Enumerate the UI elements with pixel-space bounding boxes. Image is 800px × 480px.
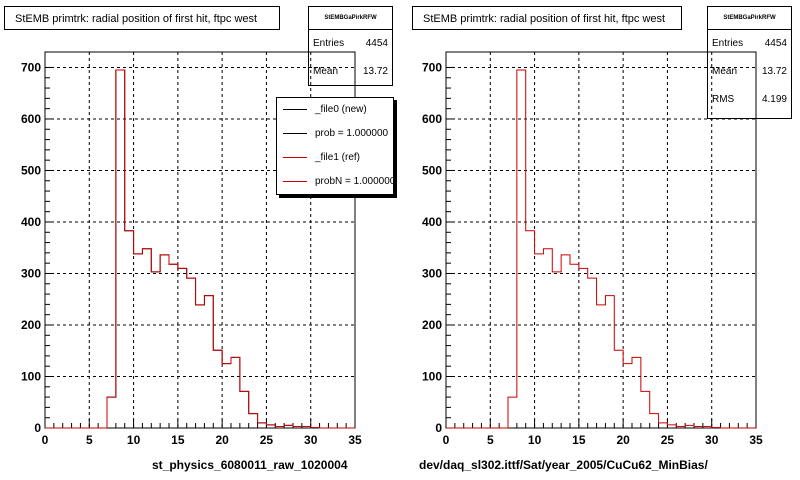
panel-2-y-tick-label: 500 xyxy=(422,163,442,177)
panel-1-y-tick-label: 200 xyxy=(21,318,41,332)
panel-1-y-tick-label: 0 xyxy=(34,421,41,435)
panel-2-y-tick-label: 200 xyxy=(422,318,442,332)
panel-1-y-tick-label: 700 xyxy=(21,60,41,74)
panel-1-legend: _file0 (new) prob = 1.000000 _file1 (ref… xyxy=(276,97,394,195)
panel-2-stats-name: StEMBGaPirkRFW xyxy=(708,7,791,30)
panel-1-stats-name: StEMBGaPirkRFW xyxy=(309,7,392,30)
panel-1-stats-row: Mean 13.72 xyxy=(309,58,392,86)
stats-value: 13.72 xyxy=(362,66,388,77)
stats-value: 4454 xyxy=(764,38,787,49)
legend-label: prob = 1.000000 xyxy=(315,128,389,139)
stats-value: 4.199 xyxy=(761,94,787,105)
panel-1-x-tick-label: 25 xyxy=(260,433,274,447)
panel-1-x-tick-label: 15 xyxy=(171,433,185,447)
stats-label: Entries xyxy=(313,38,345,49)
panel-1-x-tick-label: 0 xyxy=(42,433,49,447)
panel-2-y-tick-label: 700 xyxy=(422,60,442,74)
legend-swatch xyxy=(283,181,307,182)
panel-1-stats-box: StEMBGaPirkRFW Entries 4454 Mean 13.72 xyxy=(308,6,393,86)
panel-1-xlabel: st_physics_6080011_raw_1020004 xyxy=(152,458,348,472)
panel-1-stats-row: Entries 4454 xyxy=(309,30,392,58)
panel-1-y-tick-label: 600 xyxy=(21,112,41,126)
panel-1-x-tick-label: 5 xyxy=(86,433,93,447)
panel-2-x-tick-label: 0 xyxy=(443,433,450,447)
legend-swatch xyxy=(283,157,307,158)
stats-value: 4454 xyxy=(365,38,388,49)
legend-label: _file0 (new) xyxy=(315,104,367,115)
panel-1-y-tick-label: 100 xyxy=(21,369,41,383)
stats-label: Mean xyxy=(313,66,339,77)
legend-item: _file0 (new) xyxy=(277,98,393,122)
panel-2-stats-box: StEMBGaPirkRFW Entries 4454 Mean 13.72 R… xyxy=(707,6,792,119)
panel-2-y-tick-label: 400 xyxy=(422,215,442,229)
panel-1-y-tick-label: 400 xyxy=(21,215,41,229)
panel-2-y-tick-label: 0 xyxy=(435,421,442,435)
panel-1-y-tick-label: 300 xyxy=(21,266,41,280)
panel-1-x-tick-label: 10 xyxy=(127,433,141,447)
legend-item: probN = 1.000000 xyxy=(277,170,393,194)
panel-2-y-tick-label: 300 xyxy=(422,266,442,280)
legend-swatch xyxy=(283,109,307,110)
panel-1-title: StEMB primtrk: radial position of first … xyxy=(4,6,280,30)
legend-swatch xyxy=(283,133,307,134)
panel-1-x-tick-label: 30 xyxy=(304,433,318,447)
panel-2-x-tick-label: 5 xyxy=(487,433,494,447)
panel-2-x-tick-label: 35 xyxy=(749,433,763,447)
legend-label: probN = 1.000000 xyxy=(315,176,394,187)
panel-2-x-tick-label: 20 xyxy=(616,433,630,447)
panel-2-x-tick-label: 10 xyxy=(528,433,542,447)
legend-label: _file1 (ref) xyxy=(315,152,361,163)
panel-1-histogram-series-2 xyxy=(45,69,355,429)
stats-label: RMS xyxy=(712,94,735,105)
legend-item: _file1 (ref) xyxy=(277,146,393,170)
panel-2-stats-row: RMS 4.199 xyxy=(708,86,791,114)
panel-1-x-tick-label: 35 xyxy=(348,433,362,447)
panel-1-y-tick-label: 500 xyxy=(21,163,41,177)
panel-2-title: StEMB primtrk: radial position of first … xyxy=(412,6,682,30)
panel-2-x-tick-label: 30 xyxy=(705,433,719,447)
legend-item: prob = 1.000000 xyxy=(277,122,393,146)
stats-value: 13.72 xyxy=(761,66,787,77)
panel-2-plot-frame xyxy=(445,51,757,429)
panel-2-stats-row: Mean 13.72 xyxy=(708,58,791,86)
panel-2-y-tick-label: 100 xyxy=(422,369,442,383)
panel-2-xlabel: dev/daq_sl302.ittf/Sat/year_2005/CuCu62_… xyxy=(419,458,708,472)
panel-2-stats-row: Entries 4454 xyxy=(708,30,791,58)
panel-1-x-tick-label: 20 xyxy=(215,433,229,447)
panel-2-x-tick-label: 25 xyxy=(661,433,675,447)
stats-label: Entries xyxy=(712,38,744,49)
panel-1-plot-frame xyxy=(44,51,356,429)
panel-2-histogram-series-1 xyxy=(446,69,756,429)
panel-2-y-tick-label: 600 xyxy=(422,112,442,126)
stats-label: Mean xyxy=(712,66,738,77)
panel-2-x-tick-label: 15 xyxy=(572,433,586,447)
